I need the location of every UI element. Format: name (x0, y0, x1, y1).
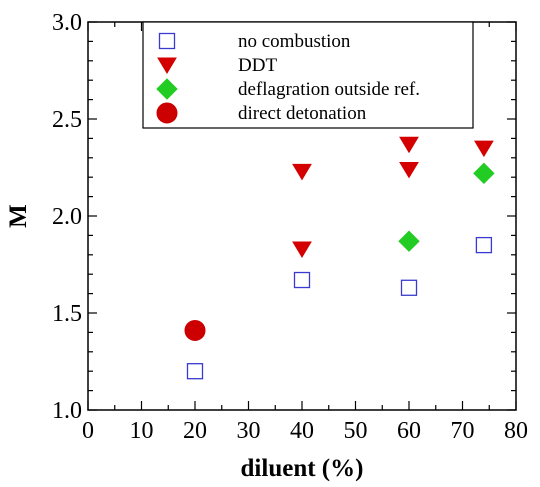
legend-box (142, 21, 474, 129)
data-point (398, 230, 420, 252)
x-tick-label: 20 (183, 418, 207, 444)
legend-label: deflagration outside ref. (238, 79, 420, 100)
x-tick-label: 10 (130, 418, 154, 444)
data-points (184, 136, 495, 380)
y-tick-label: 1.0 (52, 398, 82, 424)
legend: no combustion DDT deflagration outside ref… (142, 21, 474, 129)
y-tick-label: 2.0 (52, 204, 82, 230)
x-tick-label: 30 (237, 418, 261, 444)
x-tick-label: 70 (451, 418, 475, 444)
data-point (400, 279, 418, 296)
y-tick-label: 3.0 (52, 10, 82, 36)
y-axis: 1.0 1.5 2.0 2.5 3.0 (52, 10, 516, 424)
data-point (292, 241, 312, 258)
x-tick-label: 60 (397, 418, 421, 444)
x-axis-title: diluent (%) (241, 455, 364, 482)
data-point (399, 136, 419, 154)
data-point (473, 162, 495, 185)
x-tick-label: 40 (290, 418, 314, 444)
y-tick-label: 1.5 (52, 301, 82, 327)
x-tick-label: 50 (344, 418, 368, 444)
data-point (475, 236, 493, 254)
data-point (293, 271, 311, 289)
legend-marker (157, 57, 177, 74)
legend-marker (156, 102, 178, 124)
legend-label: direct detonation (238, 103, 367, 124)
data-point (292, 163, 312, 181)
legend-marker (158, 32, 176, 50)
legend-marker (156, 78, 178, 100)
legend-label: no combustion (238, 31, 351, 52)
data-point (184, 319, 206, 341)
y-axis-title: M (5, 204, 32, 228)
legend-label: DDT (238, 55, 277, 76)
x-tick-label: 0 (82, 418, 94, 444)
y-tick-label: 2.5 (52, 107, 82, 133)
data-point (186, 363, 204, 380)
data-point (399, 161, 419, 179)
data-point (474, 140, 494, 158)
x-tick-label: 80 (504, 418, 528, 444)
